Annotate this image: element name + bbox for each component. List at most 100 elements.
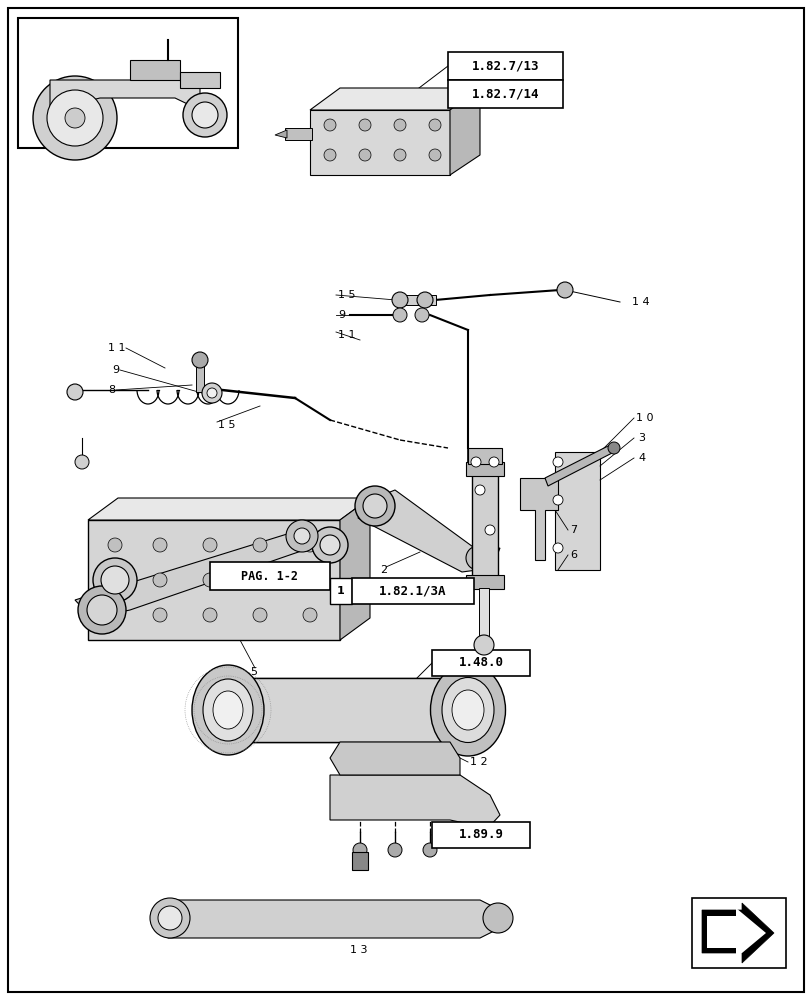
Circle shape [285, 520, 318, 552]
Polygon shape [544, 445, 613, 486]
Polygon shape [310, 110, 449, 175]
Polygon shape [130, 60, 180, 80]
Circle shape [253, 538, 267, 552]
Circle shape [78, 586, 126, 634]
Circle shape [607, 442, 620, 454]
Text: 1 0: 1 0 [635, 413, 653, 423]
Text: 1 5: 1 5 [337, 290, 355, 300]
Circle shape [152, 608, 167, 622]
Circle shape [556, 282, 573, 298]
Text: 1.82.7/14: 1.82.7/14 [471, 88, 539, 101]
Polygon shape [88, 498, 370, 520]
Text: 6: 6 [569, 550, 577, 560]
Polygon shape [329, 742, 460, 775]
Circle shape [417, 292, 432, 308]
Bar [471, 468, 497, 578]
Text: 9: 9 [112, 365, 119, 375]
Circle shape [358, 149, 371, 161]
Text: 2: 2 [380, 565, 387, 575]
Text: 1.48.0: 1.48.0 [458, 656, 503, 670]
Circle shape [393, 149, 406, 161]
Bar [431, 650, 530, 676]
Circle shape [101, 566, 129, 594]
Circle shape [182, 93, 227, 137]
Bar [396, 295, 436, 305]
Bar [195, 362, 204, 392]
Bar [466, 462, 504, 476]
Circle shape [414, 308, 428, 322]
Ellipse shape [483, 903, 513, 933]
Circle shape [87, 595, 117, 625]
Circle shape [552, 543, 562, 553]
Text: 1.89.9: 1.89.9 [458, 828, 503, 841]
Polygon shape [275, 130, 286, 138]
Circle shape [203, 573, 217, 587]
Text: 4: 4 [637, 453, 644, 463]
Text: 7: 7 [569, 525, 577, 535]
Circle shape [320, 535, 340, 555]
Circle shape [202, 383, 221, 403]
Circle shape [207, 388, 217, 398]
Ellipse shape [452, 690, 483, 730]
Text: 1 5: 1 5 [217, 420, 235, 430]
Bar [329, 578, 351, 604]
Polygon shape [702, 903, 773, 963]
Polygon shape [168, 900, 500, 938]
Text: 1 2: 1 2 [470, 757, 487, 767]
Circle shape [65, 108, 85, 128]
Circle shape [388, 843, 401, 857]
Bar [210, 562, 329, 590]
Circle shape [552, 457, 562, 467]
Circle shape [303, 538, 316, 552]
Bar [431, 822, 530, 848]
Polygon shape [340, 498, 370, 640]
Circle shape [428, 149, 440, 161]
Circle shape [108, 608, 122, 622]
Polygon shape [50, 80, 200, 110]
Bar [351, 852, 367, 870]
Text: 1 1: 1 1 [337, 330, 355, 340]
Ellipse shape [430, 664, 505, 756]
Text: 1.82.7/13: 1.82.7/13 [471, 60, 539, 73]
Text: 3: 3 [637, 433, 644, 443]
Circle shape [466, 546, 489, 570]
Circle shape [203, 608, 217, 622]
Circle shape [488, 457, 499, 467]
Circle shape [253, 608, 267, 622]
Circle shape [324, 119, 336, 131]
Polygon shape [329, 775, 500, 828]
Circle shape [353, 843, 367, 857]
Text: 1: 1 [337, 586, 345, 596]
Circle shape [75, 455, 89, 469]
Circle shape [474, 485, 484, 495]
Polygon shape [358, 490, 500, 572]
Bar [466, 575, 504, 589]
Ellipse shape [191, 665, 264, 755]
Circle shape [152, 573, 167, 587]
Text: 1.82.1/3A: 1.82.1/3A [379, 584, 446, 597]
Circle shape [393, 308, 406, 322]
Ellipse shape [441, 678, 493, 742]
Circle shape [191, 102, 217, 128]
Bar [18, 18, 238, 148]
Polygon shape [310, 88, 479, 110]
Circle shape [484, 525, 495, 535]
Circle shape [33, 76, 117, 160]
Polygon shape [554, 452, 599, 570]
Text: 5: 5 [250, 667, 257, 677]
Text: 1 1: 1 1 [108, 343, 126, 353]
Text: 8: 8 [108, 385, 115, 395]
Circle shape [303, 573, 316, 587]
Bar [448, 52, 562, 80]
Circle shape [93, 558, 137, 602]
Bar [478, 588, 488, 640]
Text: PAG. 1-2: PAG. 1-2 [241, 570, 298, 582]
Circle shape [152, 538, 167, 552]
Circle shape [47, 90, 103, 146]
Circle shape [470, 457, 480, 467]
Polygon shape [285, 128, 311, 140]
Polygon shape [75, 530, 310, 618]
Circle shape [363, 494, 387, 518]
Ellipse shape [158, 906, 182, 930]
Circle shape [311, 527, 348, 563]
